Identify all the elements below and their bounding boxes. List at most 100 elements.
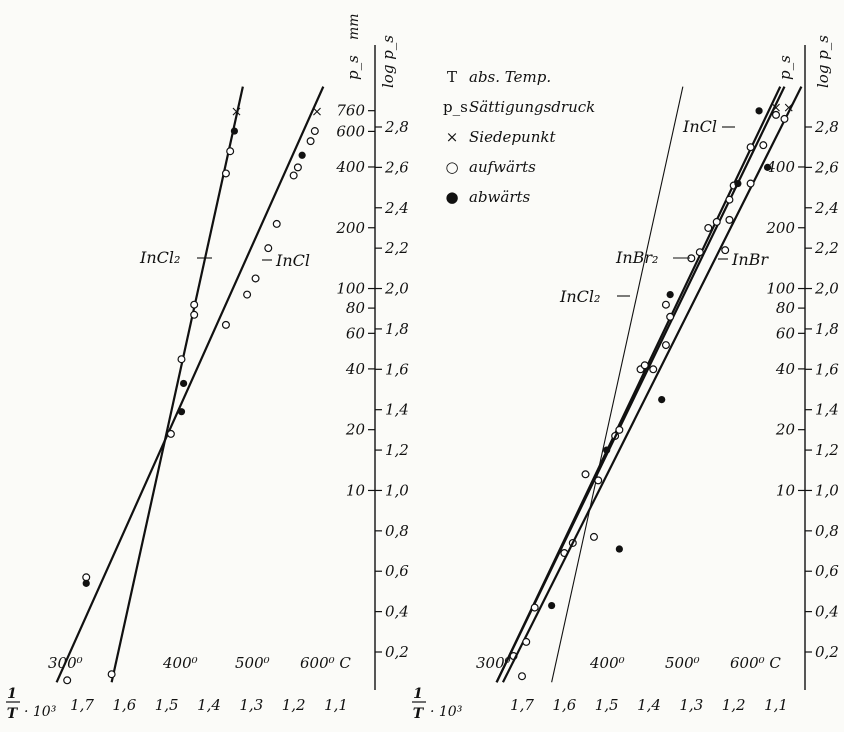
legend-text: Siedepunkt — [469, 128, 556, 146]
logp-tick-label: 2,0 — [814, 280, 839, 298]
logp-tick-label: 1,2 — [815, 441, 839, 459]
p-tick-label: 40 — [775, 360, 796, 378]
boiling-point-marker: × — [231, 104, 243, 120]
logp-tick-label: 1,4 — [815, 401, 839, 419]
open-point — [272, 219, 281, 228]
p-tick-label: 200 — [765, 219, 795, 237]
open-point — [190, 300, 199, 309]
axis-mm-label: mm — [346, 13, 362, 40]
open-point — [661, 300, 670, 309]
open-point — [640, 361, 649, 370]
open-point — [264, 244, 273, 253]
p-tick-label: 60 — [776, 324, 796, 342]
x-tick-label: 1,5 — [155, 696, 179, 714]
open-point — [166, 429, 175, 438]
x-tick-label: 1,4 — [637, 696, 661, 714]
logp-tick-label: 1,6 — [815, 360, 839, 378]
legend-item: ● abwärts — [443, 182, 643, 212]
legend-item: × Siedepunkt — [443, 122, 643, 152]
open-point — [289, 171, 298, 180]
open-point — [530, 603, 539, 612]
legend-text: aufwärts — [469, 158, 536, 176]
open-point — [712, 217, 721, 226]
right-panel: 2,8 2,6 2,4 2,2 2,0 1,8 1,6 1,4 1,2 1,0 0,8 0,6 0,4 0… — [412, 35, 839, 722]
p-tick-label: 10 — [346, 481, 366, 499]
logp-tick-label: 1,8 — [385, 320, 409, 338]
x-tick-label: 1,6 — [112, 696, 136, 714]
open-point — [746, 179, 755, 188]
x-tick-label: 1,3 — [679, 696, 703, 714]
p-tick-label: 600 — [336, 122, 365, 140]
xlabel-suffix: · 10³ — [24, 704, 57, 720]
x-tick-label: 1,6 — [552, 696, 576, 714]
open-point — [310, 127, 319, 136]
open-point — [221, 169, 230, 178]
boiling-point-marker: × — [311, 104, 323, 120]
logp-tick-label: 1,2 — [385, 441, 409, 459]
open-point — [82, 573, 91, 582]
logp-tick-label: 2,6 — [384, 158, 409, 176]
open-point — [522, 637, 531, 646]
temperature-label: 300⁰ — [476, 654, 511, 672]
logp-tick-label: 2,0 — [384, 280, 409, 298]
p-tick-label: 20 — [345, 421, 366, 439]
series-line — [551, 86, 684, 683]
legend-text: abs. Temp. — [469, 68, 552, 86]
x-tick-label: 1,7 — [70, 696, 94, 714]
legend-item: ○ aufwärts — [443, 152, 643, 182]
temperature-label: 500⁰ — [235, 654, 270, 672]
legend-item: T abs. Temp. — [443, 62, 643, 92]
boiling-point-marker: × — [783, 100, 795, 116]
logp-tick-label: 2,4 — [814, 199, 839, 217]
open-point — [517, 672, 526, 681]
temperature-label: 400⁰ — [589, 654, 625, 672]
p-tick-label: 100 — [336, 280, 365, 298]
open-point — [725, 215, 734, 224]
temperature-label: 600⁰ C — [730, 654, 781, 672]
left-panel: 2,8 2,6 2,4 2,2 2,0 1,8 1,6 1,4 1,2 1,0 0,8 0,6 0,4 0… — [6, 13, 409, 722]
logp-tick-label: 0,4 — [385, 603, 409, 621]
temperature-symbol: T — [446, 68, 457, 86]
xlabel-numerator: 1 — [413, 686, 423, 702]
series-line — [110, 86, 244, 683]
p-tick-label: 20 — [775, 421, 796, 439]
p-tick-label: 100 — [766, 280, 795, 298]
filled-point — [82, 579, 90, 587]
series-InCl: × — [55, 86, 325, 685]
p-tick-label: 80 — [776, 299, 796, 317]
filled-point — [230, 127, 238, 135]
x-tick-label: 1,1 — [324, 696, 348, 714]
p-tick-label: 200 — [335, 219, 365, 237]
logp-tick-label: 1,0 — [385, 481, 409, 499]
open-point — [649, 365, 658, 374]
filled-point — [666, 290, 674, 299]
logp-tick-label: 2,8 — [384, 118, 409, 136]
filled-point — [298, 151, 306, 159]
series-label-incl: InCl — [682, 117, 717, 136]
axis-logps-label: log p_s — [814, 35, 832, 88]
logp-tick-label: 0,8 — [385, 522, 409, 540]
x-tick-label: 1,7 — [510, 696, 534, 714]
open-point — [725, 195, 734, 204]
series-label-inbr2: InBr₂ — [615, 248, 658, 267]
open-point — [581, 470, 590, 479]
axis-ps-label: p_s — [344, 55, 362, 80]
filled-circle-icon: ● — [445, 188, 459, 206]
open-point — [666, 312, 675, 321]
logp-tick-label: 0,2 — [815, 643, 839, 661]
logp-tick-label: 2,8 — [814, 118, 839, 136]
x-tick-label: 1,1 — [764, 696, 788, 714]
axis-logps-label: log p_s — [379, 35, 397, 88]
xlabel-denominator: T — [413, 706, 425, 722]
filled-point — [755, 107, 763, 115]
x-tick-label: 1,5 — [595, 696, 619, 714]
open-point — [589, 532, 598, 541]
series-InCl₂ — [551, 86, 684, 683]
logp-tick-label: 2,4 — [384, 199, 409, 217]
open-point — [177, 355, 186, 364]
series-line — [55, 86, 325, 683]
temperature-label: 400⁰ — [162, 654, 198, 672]
temperature-label: 600⁰ C — [300, 654, 351, 672]
x-tick-label: 1,2 — [722, 696, 746, 714]
